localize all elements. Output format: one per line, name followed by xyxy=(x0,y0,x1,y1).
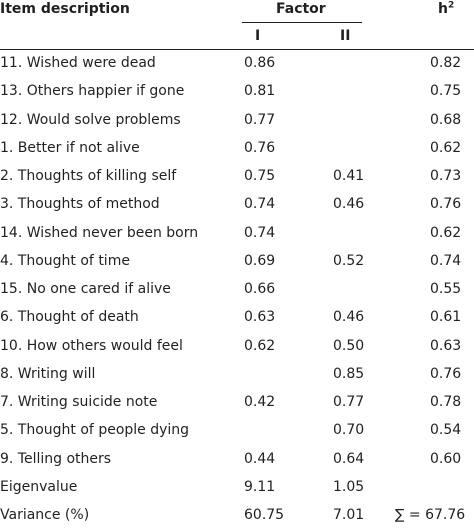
factor-II-loading-cell: 0.70 xyxy=(333,422,365,439)
item-description-cell: 1. Better if not alive xyxy=(0,139,140,156)
factor-I-loading-cell: 0.74 xyxy=(244,196,276,213)
communality-cell: 0.74 xyxy=(430,252,462,269)
item-description-cell: 3. Thoughts of method xyxy=(0,196,160,213)
table-row: 1. Better if not alive 0.76 0.62 xyxy=(0,134,474,162)
table-row: 8. Writing will 0.85 0.76 xyxy=(0,360,474,388)
item-description-cell: 10. How others would feel xyxy=(0,337,183,354)
table-row: 10. How others would feel 0.62 0.50 0.63 xyxy=(0,332,474,360)
factor-II-loading-cell: 0.64 xyxy=(333,450,365,467)
communality-cell: 0.54 xyxy=(430,422,462,439)
table-row: Variance (%) 60.75 7.01 ∑ = 67.76 xyxy=(0,501,474,529)
item-description-cell: Variance (%) xyxy=(0,507,90,523)
item-description-cell: 13. Others happier if gone xyxy=(0,83,185,100)
item-description-cell: 4. Thought of time xyxy=(0,252,130,269)
item-description-cell: Eigenvalue xyxy=(0,478,78,495)
factor-I-loading-cell: 0.44 xyxy=(244,450,276,467)
table-row: 2. Thoughts of killing self 0.75 0.41 0.73 xyxy=(0,162,474,190)
table-row: 7. Writing suicide note 0.42 0.77 0.78 xyxy=(0,388,474,416)
factor-II-loading-cell: 0.46 xyxy=(333,309,365,326)
communality-cell: 0.61 xyxy=(430,309,462,326)
item-description-cell: 6. Thought of death xyxy=(0,309,139,326)
header-item-description: Item description xyxy=(0,1,130,17)
header-bottom-rule xyxy=(0,49,474,50)
item-description-cell: 9. Telling others xyxy=(0,450,112,467)
factor-I-loading-cell: 0.76 xyxy=(244,139,276,156)
factor-I-loading-cell: 0.66 xyxy=(244,281,276,297)
communality-cell: 0.68 xyxy=(430,111,462,128)
table-row: 14. Wished never been born 0.74 0.62 xyxy=(0,219,474,247)
factor-II-loading-cell: 0.41 xyxy=(333,168,365,184)
communality-cell: 0.62 xyxy=(430,224,462,241)
factor-II-loading-cell: 1.05 xyxy=(333,478,365,495)
factor-I-loading-cell: 0.86 xyxy=(244,55,276,71)
factor-I-loading-cell: 0.62 xyxy=(244,337,276,354)
factor-I-loading-cell: 9.11 xyxy=(244,478,276,495)
item-description-cell: 12. Would solve problems xyxy=(0,111,181,128)
communality-cell: ∑ = 67.76 xyxy=(395,507,466,523)
factor-II-loading-cell: 0.52 xyxy=(333,252,365,269)
table-row: 9. Telling others 0.44 0.64 0.60 xyxy=(0,445,474,473)
communality-cell: 0.78 xyxy=(430,394,462,410)
header-factor-II: II xyxy=(340,28,351,44)
factor-II-loading-cell: 0.46 xyxy=(333,196,365,213)
item-description-cell: 7. Writing suicide note xyxy=(0,394,158,410)
factor-II-loading-cell: 0.85 xyxy=(333,365,365,382)
factor-I-loading-cell: 0.77 xyxy=(244,111,276,128)
factor-I-loading-cell: 0.63 xyxy=(244,309,276,326)
table-row: 6. Thought of death 0.63 0.46 0.61 xyxy=(0,303,474,331)
factor-II-loading-cell: 7.01 xyxy=(333,507,365,523)
header-h2: h2 xyxy=(438,0,454,18)
table-row: 15. No one cared if alive 0.66 0.55 xyxy=(0,275,474,303)
header-h2-base: h xyxy=(438,1,448,17)
communality-cell: 0.55 xyxy=(430,281,462,297)
table-row: 5. Thought of people dying 0.70 0.54 xyxy=(0,416,474,444)
table-row: 3. Thoughts of method 0.74 0.46 0.76 xyxy=(0,190,474,218)
header-h2-superscript: 2 xyxy=(447,0,455,11)
header-factor: Factor xyxy=(276,1,326,17)
communality-cell: 0.63 xyxy=(430,337,462,354)
item-description-cell: 8. Writing will xyxy=(0,365,96,382)
communality-cell: 0.75 xyxy=(430,83,462,100)
item-description-cell: 2. Thoughts of killing self xyxy=(0,168,177,184)
communality-cell: 0.76 xyxy=(430,365,462,382)
communality-cell: 0.76 xyxy=(430,196,462,213)
item-description-cell: 14. Wished never been born xyxy=(0,224,199,241)
communality-cell: 0.60 xyxy=(430,450,462,467)
item-description-cell: 15. No one cared if alive xyxy=(0,281,171,297)
factor-I-loading-cell: 0.75 xyxy=(244,168,276,184)
factor-I-loading-cell: 0.69 xyxy=(244,252,276,269)
factor-I-loading-cell: 60.75 xyxy=(244,507,285,523)
communality-cell: 0.73 xyxy=(430,168,462,184)
item-description-cell: 5. Thought of people dying xyxy=(0,422,190,439)
communality-cell: 0.82 xyxy=(430,55,462,71)
factor-II-loading-cell: 0.77 xyxy=(333,394,365,410)
header-factor-I: I xyxy=(255,28,261,44)
table-row: 11. Wished were dead 0.86 0.82 xyxy=(0,49,474,77)
table-row: 4. Thought of time 0.69 0.52 0.74 xyxy=(0,247,474,275)
table-row: 13. Others happier if gone 0.81 0.75 xyxy=(0,77,474,105)
table-row: 12. Would solve problems 0.77 0.68 xyxy=(0,106,474,134)
factor-I-loading-cell: 0.42 xyxy=(244,394,276,410)
factor-underline xyxy=(242,22,362,23)
factor-II-loading-cell: 0.50 xyxy=(333,337,365,354)
factor-I-loading-cell: 0.81 xyxy=(244,83,276,100)
factor-I-loading-cell: 0.74 xyxy=(244,224,276,241)
table-row: Eigenvalue 9.11 1.05 xyxy=(0,473,474,501)
item-description-cell: 11. Wished were dead xyxy=(0,55,156,71)
communality-cell: 0.62 xyxy=(430,139,462,156)
